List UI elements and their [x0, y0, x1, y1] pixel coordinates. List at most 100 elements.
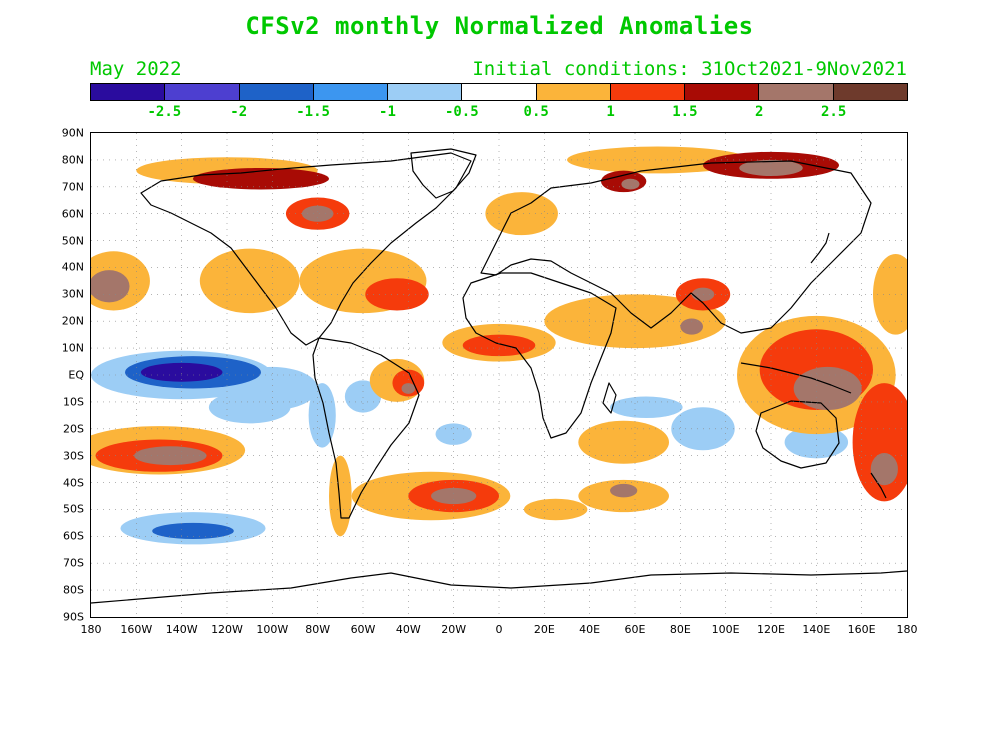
anomaly-region [401, 383, 416, 394]
anomaly-region [793, 366, 862, 410]
longitude-label: 180 [80, 623, 102, 636]
colorbar-label: -1 [379, 104, 396, 120]
latitude-label: 70S [63, 556, 84, 570]
anomaly-region [308, 383, 336, 448]
longitude-label: 100W [256, 623, 289, 636]
colorbar-label: 2 [755, 104, 764, 120]
latitude-label: 60N [61, 207, 84, 221]
anomaly-region [301, 205, 334, 222]
anomaly-region [610, 483, 638, 498]
anomaly-region [873, 254, 907, 335]
colorbar-labels: -2.5 -2 -1.5 -1 -0.5 0.5 1 1.5 2 2.5 [90, 104, 908, 120]
colorbar-segment [833, 84, 907, 100]
anomaly-region [485, 192, 558, 236]
longitude-label: 160E [847, 623, 876, 636]
colorbar-segment [536, 84, 611, 100]
colorbar-label: 0.5 [523, 104, 549, 120]
coastline-madagascar [602, 382, 617, 414]
initial-conditions: Initial conditions: 31Oct2021-9Nov2021 [472, 58, 907, 80]
longitude-label: 80W [305, 623, 331, 636]
anomaly-map [90, 132, 908, 618]
anomaly-region [134, 446, 207, 466]
chart-title: CFSv2 monthly Normalized Anomalies [245, 12, 754, 40]
colorbar-segment [610, 84, 686, 100]
anomaly-region [152, 522, 234, 540]
longitude-label: 60E [624, 623, 646, 636]
latitude-label: 10S [63, 395, 84, 409]
latitude-label: 50S [63, 502, 84, 516]
colorbar-label: -2 [230, 104, 248, 120]
colorbar-segment [239, 84, 314, 100]
coastlines [91, 148, 907, 604]
latitude-label: 30S [63, 449, 84, 463]
colorbar-segment [388, 84, 463, 100]
graticule [91, 133, 907, 617]
anomaly-region [140, 362, 223, 382]
target-month: May 2022 [90, 58, 182, 80]
anomaly-region [610, 396, 683, 419]
map-svg [91, 133, 907, 617]
anomaly-region [739, 159, 803, 177]
colorbar-segment [462, 84, 537, 100]
colorbar-label: 2.5 [820, 104, 847, 120]
colorbar-label: -1.5 [296, 104, 330, 120]
latitude-label: 80N [61, 153, 84, 167]
colorbar-label: 1 [606, 104, 615, 120]
coastline-australia [755, 400, 840, 469]
longitude-label: 40W [395, 623, 421, 636]
longitude-label: 0 [495, 623, 503, 636]
colorbar-label: -0.5 [444, 104, 479, 120]
coastline-new-zealand [870, 472, 887, 499]
anomaly-region [784, 426, 849, 459]
anomaly-region [435, 423, 472, 445]
coastline-indonesia [740, 362, 852, 394]
coastline-antarctica [91, 570, 907, 604]
latitude-label: 80S [63, 583, 84, 597]
colorbar-label: 1.5 [672, 104, 698, 120]
longitude-label: 20W [441, 623, 467, 636]
anomaly-region [199, 248, 300, 314]
colorbar-segment [759, 84, 834, 100]
anomaly-region [462, 334, 536, 357]
anomaly-region [621, 178, 640, 190]
anomaly-region [870, 452, 898, 486]
anomaly-contours [91, 146, 907, 545]
latitude-label: 20S [63, 422, 84, 436]
longitude-label: 20E [533, 623, 555, 636]
latitude-label: EQ [68, 368, 84, 382]
anomaly-region [567, 146, 749, 174]
latitude-label: 40N [61, 260, 84, 274]
coastline-eurasia [480, 160, 872, 334]
anomaly-region [431, 487, 477, 505]
colorbar-label: -2.5 [147, 104, 182, 120]
longitude-label: 40E [579, 623, 601, 636]
anomaly-region [91, 270, 130, 303]
coastline-africa [462, 272, 617, 439]
colorbar-segment [685, 84, 760, 100]
latitude-label: 70N [61, 180, 84, 194]
anomaly-region [208, 391, 291, 424]
colorbar-segment [165, 84, 240, 100]
latitude-label: 10N [61, 341, 84, 355]
coastline-japan [810, 232, 830, 264]
longitude-label: 140E [802, 623, 831, 636]
colorbar [90, 83, 908, 101]
longitude-label: 100E [711, 623, 740, 636]
longitude-label: 180 [896, 623, 918, 636]
coastline-north-america [140, 152, 472, 346]
latitude-label: 90N [61, 126, 84, 140]
latitude-label: 50N [61, 234, 84, 248]
longitude-label: 140W [165, 623, 198, 636]
anomaly-region [329, 455, 352, 537]
longitude-label: 160W [120, 623, 153, 636]
latitude-label: 30N [61, 287, 84, 301]
anomaly-region [523, 498, 588, 521]
latitude-label: 90S [63, 610, 84, 624]
coastline-greenland [410, 148, 477, 199]
anomaly-region [578, 420, 669, 464]
colorbar-segment [91, 84, 166, 100]
latitude-label: 60S [63, 529, 84, 543]
longitude-label: 60W [350, 623, 376, 636]
latitude-label: 20N [61, 314, 84, 328]
latitude-label: 40S [63, 476, 84, 490]
